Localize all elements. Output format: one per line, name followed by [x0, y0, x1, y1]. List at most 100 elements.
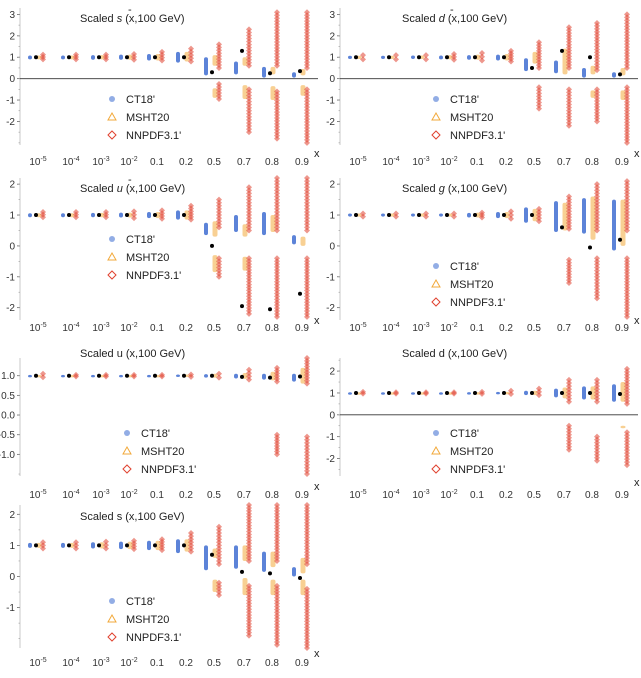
nnpdf-point — [246, 41, 252, 48]
nnpdf-point — [246, 193, 252, 200]
ct18-band — [554, 201, 558, 233]
legend-label: CT18' — [450, 428, 479, 440]
x-tick-label: 0.2 — [499, 490, 513, 501]
panel-title: Scaled g (x,100 GeV) — [402, 183, 507, 195]
nnpdf-point — [508, 215, 514, 222]
nnpdf-point — [216, 273, 222, 280]
msht20-band — [620, 382, 626, 402]
x-tick-label: 0.9 — [295, 490, 309, 501]
nnpdf-point — [360, 213, 366, 220]
nnpdf-point — [566, 383, 572, 390]
x-tick-label: 10-3 — [412, 322, 429, 334]
msht20-band — [562, 202, 568, 231]
nnpdf-point — [304, 561, 310, 568]
nnpdf-point — [304, 196, 310, 203]
y-tick-label: 1 — [329, 53, 335, 64]
panel-7: 2 1 0 -1 10-5 10-4 10-3 10-2 0.1 0.2 0.5 0.7 0.8 0.9 x… — [6, 502, 320, 669]
nnpdf-point — [566, 92, 572, 99]
nnpdf-point — [304, 449, 310, 456]
nnpdf-point — [624, 221, 630, 228]
y-tick-label: 0.5 — [1, 391, 15, 402]
central-value-point — [240, 304, 244, 309]
central-value-point — [67, 55, 71, 60]
x-tick-label: 0.9 — [615, 490, 629, 501]
central-value-point — [97, 373, 101, 378]
legend-label: CT18' — [450, 94, 479, 106]
nnpdf-point — [624, 205, 630, 212]
nnpdf-point — [566, 386, 572, 393]
x-tick-label: 10-5 — [349, 156, 366, 168]
ct18-band — [176, 51, 180, 63]
nnpdf-point — [624, 218, 630, 225]
nnpdf-point — [360, 210, 366, 217]
nnpdf-point — [566, 446, 572, 453]
ct18-band — [381, 55, 385, 59]
nnpdf-point — [566, 431, 572, 438]
nnpdf-point — [73, 539, 79, 546]
ct18-band — [496, 391, 500, 395]
nnpdf-point — [536, 90, 542, 97]
x-tick-label: 10-3 — [412, 489, 429, 501]
ct18-band — [467, 55, 471, 60]
nnpdf-point — [594, 448, 600, 455]
nnpdf-point — [566, 392, 572, 399]
nnpdf-point — [536, 218, 542, 225]
msht20-band — [590, 386, 596, 400]
nnpdf-point — [216, 561, 222, 568]
nnpdf-point — [246, 218, 252, 225]
nnpdf-point — [304, 187, 310, 194]
ct18-band — [61, 55, 65, 60]
nnpdf-point — [246, 29, 252, 36]
legend-marker-nnpdf — [431, 130, 441, 140]
x-tick-label: 0.2 — [179, 157, 193, 168]
central-value-point — [153, 543, 157, 548]
nnpdf-point — [304, 461, 310, 468]
nnpdf-point — [536, 212, 542, 219]
msht20-band — [300, 236, 306, 246]
y-tick-label: 0 — [329, 74, 335, 85]
nnpdf-point — [594, 184, 600, 191]
nnpdf-point — [188, 536, 194, 543]
y-tick-label: -2 — [6, 303, 15, 314]
nnpdf-point — [73, 214, 79, 221]
nnpdf-point — [594, 190, 600, 197]
nnpdf-point — [246, 110, 252, 117]
nnpdf-point — [304, 455, 310, 462]
y-tick-label: 3 — [329, 10, 335, 21]
legend-label: MSHT20 — [126, 252, 169, 264]
x-tick-label: 10-5 — [29, 657, 46, 669]
legend-label: NNPDF3.1' — [126, 130, 181, 142]
ct18-band — [176, 374, 180, 378]
y-tick-label: 1 — [9, 53, 15, 64]
central-value-point — [417, 213, 421, 218]
nnpdf-point — [594, 270, 600, 277]
msht20-band — [184, 210, 190, 220]
legend-label: NNPDF3.1' — [126, 632, 181, 644]
ct18-band — [411, 213, 415, 217]
x-tick-label: 0.1 — [470, 157, 484, 168]
nnpdf-point — [304, 218, 310, 225]
nnpdf-point — [304, 467, 310, 474]
nnpdf-point — [188, 45, 194, 52]
central-value-point — [34, 213, 38, 218]
nnpdf-point — [566, 110, 572, 117]
nnpdf-point — [188, 529, 194, 536]
nnpdf-point — [246, 190, 252, 197]
nnpdf-point — [274, 557, 280, 564]
ct18-band — [234, 61, 238, 75]
panel-title: Scaled d (x,100 GeV) — [402, 348, 507, 360]
ct18-band — [119, 212, 123, 218]
y-tick-label: -2 — [326, 117, 335, 128]
ct18-band — [61, 542, 65, 548]
nnpdf-point — [594, 199, 600, 206]
central-value-point — [530, 390, 534, 395]
nnpdf-point — [566, 376, 572, 383]
nnpdf-point — [594, 433, 600, 440]
nnpdf-point — [624, 208, 630, 215]
central-value-point — [618, 237, 622, 242]
nnpdf-point — [594, 283, 600, 290]
x-tick-label: 0.7 — [237, 490, 251, 501]
x-tick-label: 10-2 — [120, 156, 137, 168]
nnpdf-point — [131, 208, 137, 215]
ct18-band — [147, 54, 151, 61]
